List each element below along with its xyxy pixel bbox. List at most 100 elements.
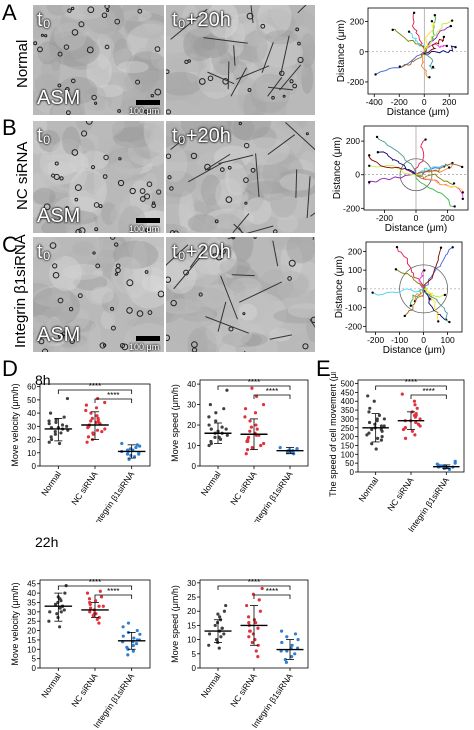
trajectory-endpoint [445,44,449,48]
cell [75,228,82,233]
texture-blob [127,138,164,167]
texture-blob [238,303,258,321]
x-tick-label: -100 [391,335,408,345]
cell [109,237,116,240]
y-tick-label: 450 [341,388,355,397]
cell-trajectory [368,155,417,176]
significance-label: **** [266,587,278,596]
x-tick-label: 0 [421,335,426,345]
data-point [48,411,53,415]
micrograph-a-t20: t₀+20h [166,5,315,115]
data-point [94,406,99,410]
texture-blob [69,31,115,66]
cell [151,203,156,209]
data-point [247,635,251,639]
data-point [262,441,266,446]
data-point [222,632,226,636]
data-point [207,415,211,419]
cell [70,6,75,11]
texture-blob [256,81,283,102]
texture-blob [180,259,215,279]
data-point [214,638,219,642]
texture-blob [90,286,114,304]
texture-blob [91,60,140,82]
data-point [403,436,408,440]
texture-blob [223,248,238,279]
data-point [86,435,91,439]
texture-blob [34,73,59,96]
background [33,237,164,352]
y-tick-label: 15 [187,621,196,630]
data-point [410,429,415,433]
data-point [95,428,100,432]
data-point [418,417,422,421]
cell-process [280,35,290,76]
texture-blob [69,152,89,173]
significance-label: **** [89,578,101,587]
texture-blob [144,65,164,100]
trajectory-endpoint [409,304,413,307]
data-point [380,435,384,439]
trajectory-endpoint [443,293,447,297]
texture-blob [229,158,248,202]
texture-blob [62,126,80,155]
micrograph-texture [166,237,315,352]
texture-blob [166,258,197,294]
significance-bracket [57,585,133,590]
y-tick-label: 250 [341,424,355,433]
cell [166,109,172,115]
data-point [125,452,130,456]
trajectory-endpoint [428,76,431,79]
trajectory-endpoint [430,20,434,23]
cell [166,153,172,159]
row-label-nc-sirna: NC siRNA [14,141,31,210]
y-tick-label: 45 [27,580,36,589]
texture-blob [178,218,192,232]
texture-blob [230,277,262,296]
texture-blob [192,123,232,138]
cell [156,189,162,195]
cell-trajectory [423,51,436,70]
cell-trajectory [409,288,425,307]
cell [219,167,225,172]
texture-blob [197,14,241,44]
cell [260,23,266,29]
texture-blob [58,170,105,192]
texture-blob [99,34,114,50]
data-point [96,396,100,401]
texture-blob [262,152,304,193]
texture-blob [33,287,80,327]
cell [228,326,234,332]
data-point [248,419,252,423]
x-tick-label: Normal [199,671,223,699]
cell [288,259,296,267]
texture-blob [56,145,92,164]
trajectory-endpoint [453,205,456,208]
texture-blob [232,121,255,141]
y-tick-label: 10 [187,636,196,645]
texture-blob [99,237,118,260]
time-label: t₀ [37,9,51,31]
cell [282,94,286,98]
texture-blob [166,35,191,54]
cell [214,219,219,224]
cell [74,197,79,202]
data-point [377,413,382,417]
time-label: t₀+20h [172,241,231,263]
cell-process [189,246,206,268]
data-point [207,423,211,427]
data-point [247,620,251,625]
data-point [84,408,88,413]
data-point [254,649,258,653]
trajectory-endpoint [398,65,402,68]
texture-blob [140,192,164,207]
texture-blob [166,184,201,208]
data-point [253,411,258,415]
texture-blob [198,62,235,99]
texture-blob [62,50,100,70]
texture-blob [33,171,71,187]
texture-blob [275,121,315,135]
y-tick-label: 30 [187,401,196,410]
texture-blob [236,292,287,335]
